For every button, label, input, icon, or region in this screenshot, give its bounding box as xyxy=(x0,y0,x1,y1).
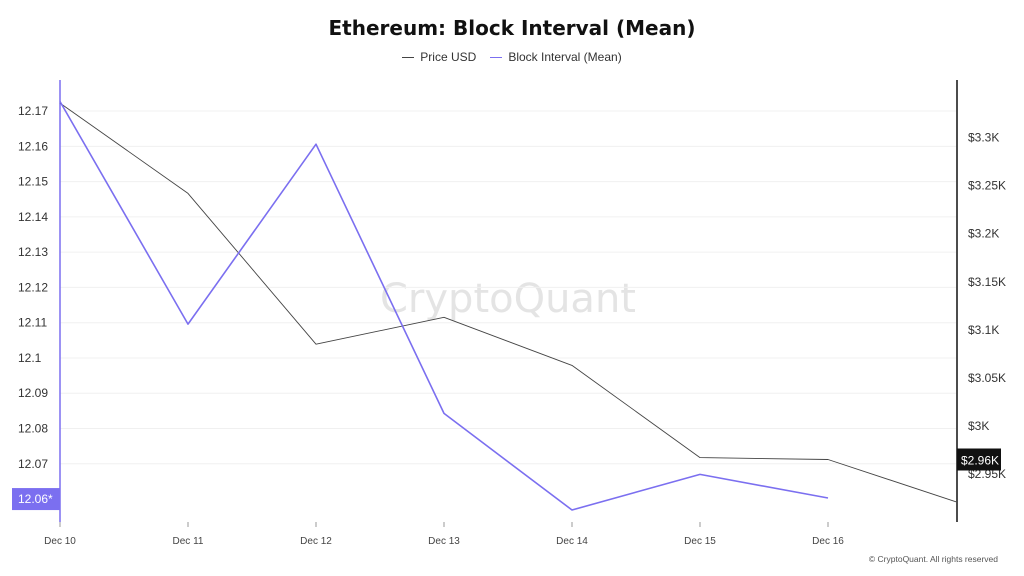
y-left-tick-label: 12.17 xyxy=(18,104,48,118)
series-line-price xyxy=(59,102,957,503)
y-left-tick-label: 12.08 xyxy=(18,422,48,436)
current-value-label-right: $2.96K xyxy=(961,454,999,468)
x-tick-label: Dec 15 xyxy=(684,536,716,547)
current-value-label-left: 12.06* xyxy=(18,492,53,506)
y-right-tick-label: $3.05K xyxy=(968,371,1006,385)
legend-swatch-block-interval xyxy=(490,56,503,58)
y-left-tick-label: 12.09 xyxy=(18,386,48,400)
legend-label-price: Price USD xyxy=(420,50,477,64)
y-left-tick-label: 12.12 xyxy=(18,280,48,294)
y-left-tick-label: 12.16 xyxy=(18,139,48,153)
x-tick-label: Dec 14 xyxy=(556,536,588,547)
y-left-tick-label: 12.11 xyxy=(18,316,47,330)
x-tick-label: Dec 11 xyxy=(173,536,204,547)
x-tick-label: Dec 16 xyxy=(812,536,844,547)
y-right-tick-label: $3.3K xyxy=(968,131,999,145)
y-right-tick-label: $3.15K xyxy=(968,275,1006,289)
current-value-badge-right xyxy=(957,448,1001,471)
current-value-badge-left xyxy=(12,488,60,511)
y-right-tick-label: $3.2K xyxy=(968,227,999,241)
y-right-tick-label: $3.25K xyxy=(968,179,1006,193)
y-left-tick-label: 12.15 xyxy=(18,175,48,189)
y-right-tick-label: $3K xyxy=(968,419,989,433)
legend-label-block-interval: Block Interval (Mean) xyxy=(508,50,622,64)
legend-item-block-interval[interactable]: Block Interval (Mean) xyxy=(490,50,622,64)
y-left-tick-label: 12.1 xyxy=(18,351,42,365)
x-tick-label: Dec 12 xyxy=(300,536,332,547)
y-left-tick-label: 12.07 xyxy=(18,457,48,471)
chart-title: Ethereum: Block Interval (Mean) xyxy=(328,16,696,40)
y-left-tick-label: 12.14 xyxy=(18,210,48,224)
x-tick-label: Dec 10 xyxy=(44,536,76,547)
legend: Price USD Block Interval (Mean) xyxy=(0,50,1024,64)
watermark: CryptoQuant xyxy=(380,276,636,322)
series-line-block-interval xyxy=(59,101,829,511)
y-right-tick-label: $3.1K xyxy=(968,323,999,337)
copyright-footer: © CryptoQuant. All rights reserved xyxy=(868,554,998,564)
y-left-tick-label: 12.13 xyxy=(18,245,48,259)
x-tick-label: Dec 13 xyxy=(428,536,460,547)
legend-swatch-price xyxy=(402,56,415,58)
legend-item-price[interactable]: Price USD xyxy=(402,50,476,64)
